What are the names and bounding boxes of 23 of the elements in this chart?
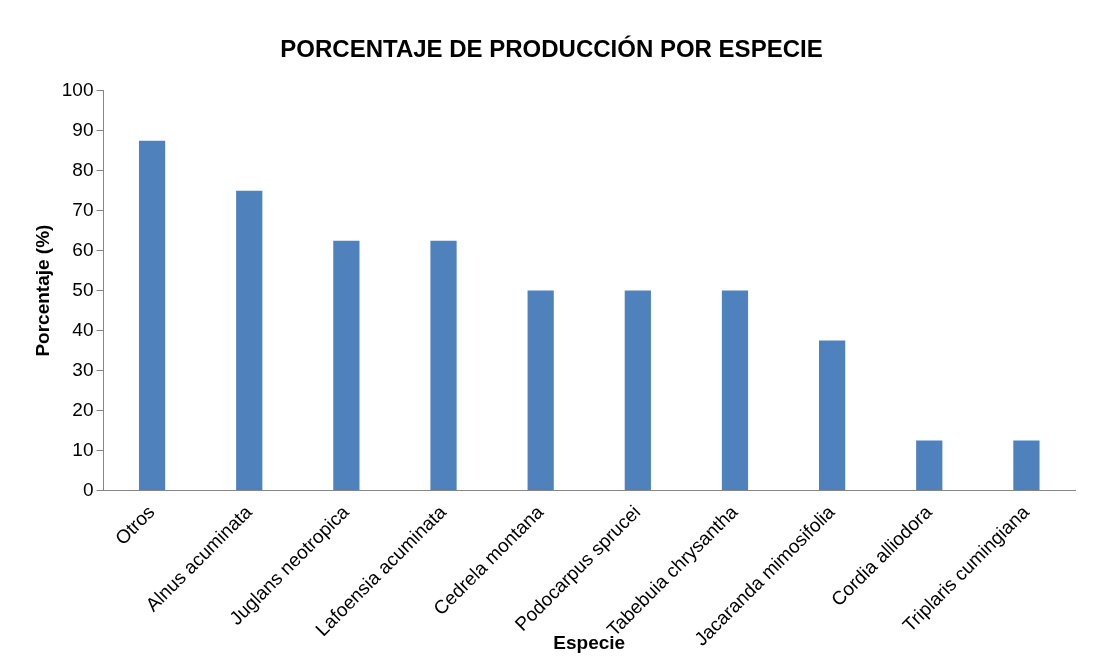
y-tick-label: 80	[72, 158, 94, 180]
bar	[236, 190, 263, 490]
y-tick-label: 90	[72, 119, 94, 140]
y-axis-title: Porcentaje (%)	[31, 224, 53, 357]
y-tick-label: 100	[61, 79, 94, 101]
y-tick-label: 0	[82, 478, 94, 500]
bar	[916, 440, 943, 490]
bar	[333, 240, 360, 490]
y-tick-label: 60	[72, 238, 94, 260]
y-tick-label: 70	[72, 198, 94, 220]
bar	[430, 240, 457, 490]
chart-title: PORCENTAJE DE PRODUCCIÓN POR ESPECIE	[280, 35, 823, 63]
bar	[721, 290, 749, 490]
y-tick-label: 20	[72, 398, 94, 420]
bar	[1013, 440, 1040, 490]
y-tick-label: 40	[72, 318, 94, 340]
bar	[527, 290, 554, 490]
y-tick-label: 10	[72, 438, 94, 460]
bar	[138, 140, 166, 490]
bar	[819, 340, 846, 490]
bar	[624, 290, 651, 490]
y-tick-label: 30	[72, 358, 94, 380]
y-tick-label: 50	[72, 278, 94, 300]
